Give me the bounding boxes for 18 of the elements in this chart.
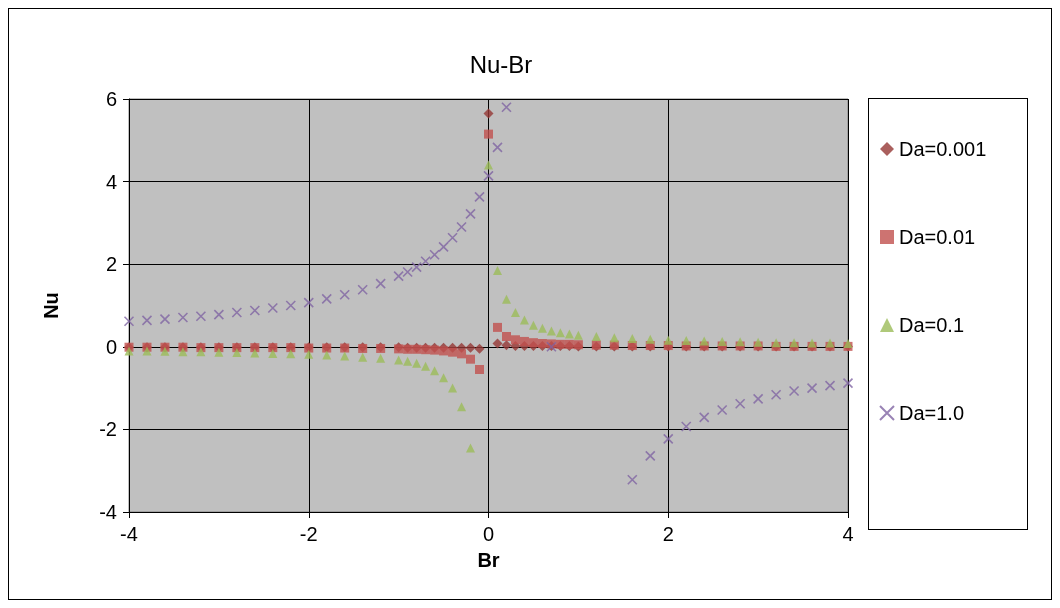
x-tick-label: 0 <box>482 523 495 545</box>
x-tick-label: 4 <box>842 523 854 545</box>
legend-label: Da=0.01 <box>899 226 976 248</box>
legend-label: Da=0.1 <box>899 314 965 336</box>
legend-label: Da=0.001 <box>899 138 987 160</box>
y-tick-label: 2 <box>105 253 117 276</box>
y-tick-label: -4 <box>99 501 117 523</box>
y-tick-label: 6 <box>105 88 117 110</box>
y-tick-label: 4 <box>105 170 117 193</box>
x-tick-label: -4 <box>120 523 138 545</box>
chart-title: Nu-Br <box>469 50 533 78</box>
x-axis-title: Br <box>477 549 500 571</box>
y-axis-title: Nu <box>40 292 62 319</box>
x-tick-label: 2 <box>662 523 674 545</box>
y-tick-label: -2 <box>99 418 117 441</box>
y-tick-label: 0 <box>105 335 117 358</box>
legend-label: Da=1.0 <box>899 402 965 424</box>
x-tick-label: -2 <box>299 523 318 545</box>
